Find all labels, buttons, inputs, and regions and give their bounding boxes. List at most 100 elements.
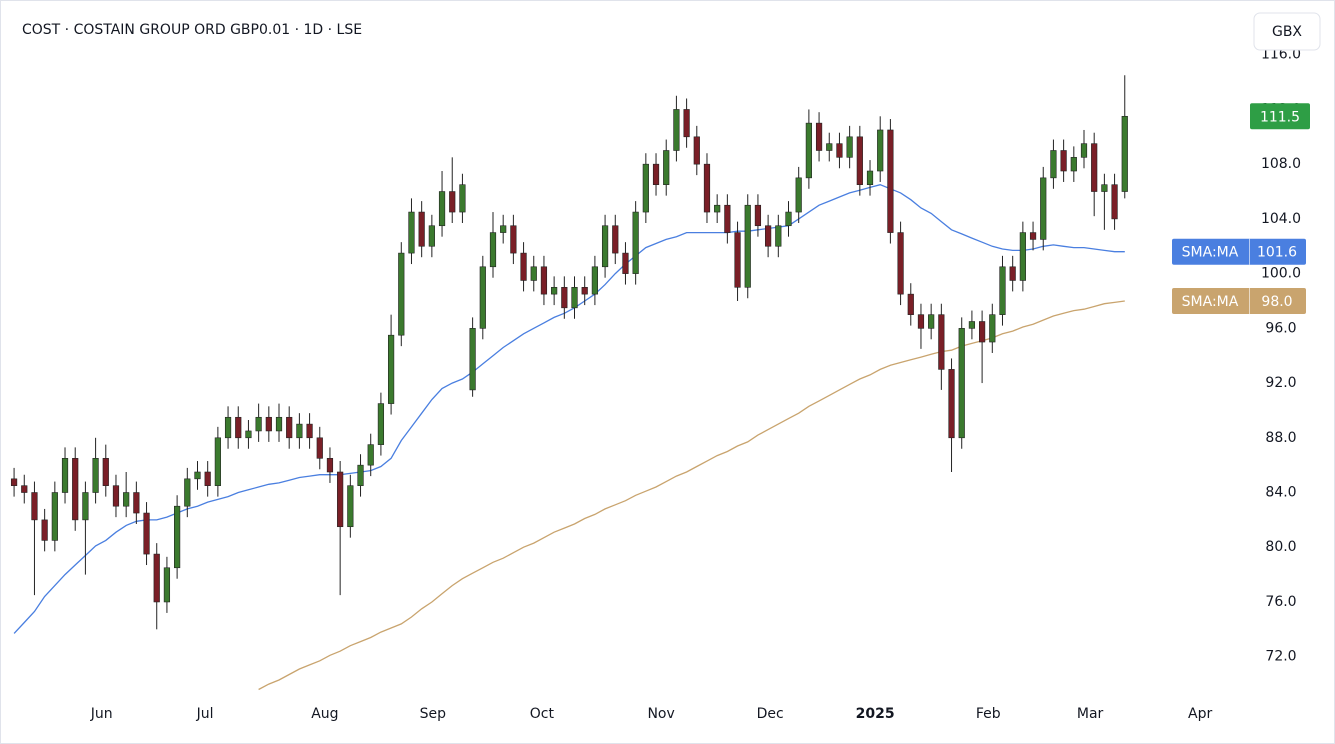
candle-body bbox=[224, 416, 232, 439]
sma-tag-divider bbox=[1249, 238, 1250, 265]
candle-body bbox=[387, 334, 395, 404]
candle-body bbox=[459, 184, 466, 213]
candle-body bbox=[765, 225, 772, 247]
candle-body bbox=[652, 163, 660, 185]
candle-body bbox=[163, 567, 171, 603]
price-tag-label: 111.5 bbox=[1260, 109, 1300, 125]
candle-body bbox=[1101, 184, 1108, 192]
chart-title: COST · COSTAIN GROUP ORD GBP0.01 · 1D · … bbox=[22, 22, 362, 38]
x-tick-label: 2025 bbox=[856, 706, 895, 722]
y-tick-label: 88.0 bbox=[1265, 430, 1296, 446]
x-tick-label: Feb bbox=[976, 706, 1001, 722]
x-tick-label: Jun bbox=[90, 706, 113, 722]
candle-body bbox=[347, 485, 354, 528]
x-tick-label: Sep bbox=[420, 706, 447, 722]
candle-body bbox=[866, 170, 874, 185]
candle-body bbox=[438, 191, 446, 227]
currency-button[interactable] bbox=[1253, 12, 1321, 51]
candle-body bbox=[72, 458, 79, 521]
candle-body bbox=[928, 314, 935, 329]
candle-body bbox=[489, 232, 497, 268]
x-tick-label: Dec bbox=[757, 706, 784, 722]
candle-body bbox=[1050, 150, 1057, 179]
candle-body bbox=[1009, 266, 1016, 281]
candle-body bbox=[143, 512, 150, 555]
candle-body bbox=[92, 458, 99, 493]
candle-body bbox=[836, 143, 843, 158]
candle-body bbox=[82, 492, 89, 521]
candle-body bbox=[897, 232, 904, 295]
candle-body bbox=[1111, 184, 1118, 220]
candle-body bbox=[418, 211, 425, 247]
candle-body bbox=[357, 464, 364, 486]
candle-body bbox=[510, 225, 517, 254]
candle-body bbox=[540, 266, 548, 295]
candle-body bbox=[612, 225, 619, 254]
candle-body bbox=[561, 287, 568, 309]
candle-body bbox=[948, 369, 955, 439]
candle-body bbox=[41, 519, 48, 541]
candle-body bbox=[1040, 177, 1047, 240]
sma-tag bbox=[1172, 238, 1306, 265]
y-tick-label: 92.0 bbox=[1265, 375, 1296, 391]
candle-body bbox=[194, 471, 201, 480]
candle-body bbox=[133, 492, 140, 514]
candle-body bbox=[500, 225, 507, 233]
candle-body bbox=[530, 266, 537, 281]
currency[interactable]: GBX bbox=[1272, 24, 1302, 40]
candle-body bbox=[245, 430, 252, 439]
y-tick-label: 104.0 bbox=[1261, 211, 1301, 227]
candle-body bbox=[469, 328, 476, 391]
candle-body bbox=[479, 266, 486, 329]
candle-body bbox=[153, 553, 160, 603]
candle-body bbox=[856, 136, 863, 185]
candle-body bbox=[112, 485, 120, 507]
candle-body bbox=[1019, 232, 1026, 281]
candle-body bbox=[326, 458, 334, 473]
x-tick-label: Oct bbox=[530, 706, 555, 722]
candle-body bbox=[887, 129, 894, 233]
candle-body bbox=[999, 266, 1006, 315]
candle-body bbox=[1080, 143, 1088, 158]
candle-body bbox=[815, 122, 823, 151]
candle-body bbox=[123, 492, 130, 507]
sma-tag-value: 101.6 bbox=[1257, 245, 1297, 261]
candle-body bbox=[958, 328, 965, 439]
sma-tag-name: SMA:MA bbox=[1182, 245, 1239, 261]
candle-body bbox=[449, 191, 456, 213]
candle-body bbox=[520, 252, 527, 281]
candle-body bbox=[428, 225, 435, 247]
candle-body bbox=[826, 143, 833, 151]
candle-body bbox=[255, 416, 262, 432]
candle-body bbox=[316, 437, 323, 459]
candle-body bbox=[551, 287, 558, 295]
sma-tag bbox=[1172, 287, 1306, 314]
candle-body bbox=[235, 416, 242, 439]
x-tick-label: Aug bbox=[311, 706, 338, 722]
candle-body bbox=[102, 458, 109, 486]
candle-body bbox=[51, 492, 58, 541]
candle-body bbox=[968, 321, 976, 329]
candle-body bbox=[734, 232, 741, 288]
candle-body bbox=[31, 492, 38, 521]
candle-body bbox=[805, 122, 812, 179]
candle-body bbox=[408, 211, 415, 254]
candle-body bbox=[214, 437, 221, 486]
candle-body bbox=[683, 109, 690, 138]
candle-body bbox=[1070, 157, 1077, 172]
y-tick-label: 80.0 bbox=[1265, 539, 1296, 555]
candle-body bbox=[296, 423, 303, 439]
y-tick-label: 84.0 bbox=[1265, 485, 1296, 501]
candle-body bbox=[286, 416, 293, 439]
candle-body bbox=[703, 163, 711, 213]
sma-tag-value: 98.0 bbox=[1261, 294, 1292, 310]
candle-body bbox=[744, 204, 751, 288]
candle-body bbox=[724, 204, 731, 233]
candle-body bbox=[591, 266, 598, 295]
candle-body bbox=[917, 314, 925, 329]
candle-body bbox=[877, 129, 884, 172]
candle-body bbox=[21, 485, 28, 493]
y-tick-label: 100.0 bbox=[1261, 266, 1301, 282]
